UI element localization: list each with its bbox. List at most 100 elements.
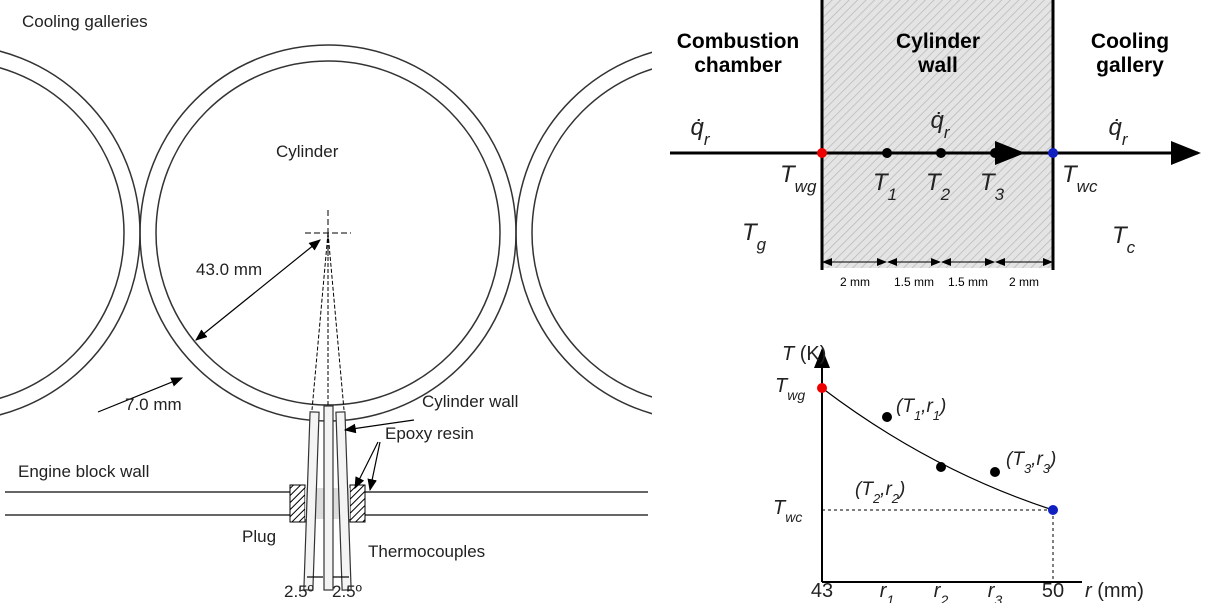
symbol-part: ) <box>1048 449 1056 470</box>
thermocouples <box>303 405 352 591</box>
symbol: q̇r <box>1108 114 1128 149</box>
symbol-part: (T <box>855 479 874 500</box>
symbol-part: 3 <box>994 592 1002 603</box>
symbol-part: c <box>1127 238 1136 257</box>
spacing-label: 1.5 mm <box>948 275 988 289</box>
wall <box>822 0 1053 268</box>
symbol-part: wc <box>1077 177 1098 196</box>
symbol-part: ,r <box>921 396 933 417</box>
symbol-part: ) <box>897 479 905 500</box>
region-title: Combustion <box>677 30 799 53</box>
symbol: T (K) <box>782 343 826 365</box>
symbol-part: wg <box>795 177 817 196</box>
symbol: (T1,r1) <box>896 396 946 423</box>
symbol: T1 <box>873 169 897 204</box>
label: Cylinder wall <box>422 392 518 411</box>
symbol: Tg <box>742 219 767 254</box>
plot-points <box>817 383 1058 515</box>
symbol-part: (K) <box>794 343 826 365</box>
symbol-part: T <box>980 169 997 196</box>
label: 43.0 mm <box>196 260 262 279</box>
symbol: T2 <box>926 169 951 204</box>
symbol-part: T <box>782 343 796 365</box>
symbol-part: r <box>1085 580 1093 602</box>
symbol-part: T <box>926 169 943 196</box>
symbol-part: 3 <box>995 185 1005 204</box>
symbol-part: 3 <box>1024 461 1032 476</box>
symbol: q̇r <box>930 107 950 142</box>
symbol-part: q̇ <box>690 114 704 141</box>
symbol-part: wc <box>785 509 802 525</box>
symbol-part: 1 <box>888 185 897 204</box>
label: Plug <box>242 527 276 546</box>
label: Cooling galleries <box>22 12 148 31</box>
symbol: Twg <box>775 375 805 403</box>
label: Thermocouples <box>368 542 485 561</box>
symbol-part: 50 <box>1042 580 1064 602</box>
symbol: Twc <box>1062 161 1098 196</box>
symbol-part: wg <box>787 387 805 403</box>
symbol-part: r <box>944 123 951 142</box>
symbol: (T2,r2) <box>855 479 905 506</box>
symbol-part: ) <box>938 396 946 417</box>
crosshair <box>305 210 351 411</box>
symbol-part: T <box>775 375 789 397</box>
symbol-part: T <box>1062 161 1079 188</box>
symbol-part: 2 <box>940 185 951 204</box>
region-title: Cylinder <box>896 30 980 53</box>
symbol-part: r <box>704 130 711 149</box>
region-title: wall <box>917 54 958 77</box>
spacing-label: 1.5 mm <box>894 275 934 289</box>
symbol-part: T <box>1112 222 1129 249</box>
symbol-part: ,r <box>880 479 892 500</box>
symbol-part: 2 <box>891 491 900 506</box>
region-title: chamber <box>694 54 782 77</box>
symbol-part: (T <box>896 396 915 417</box>
symbol-part: ,r <box>1031 449 1043 470</box>
symbol-part: (T <box>1006 449 1025 470</box>
symbol-part: 43 <box>811 580 833 602</box>
plot-axes <box>814 348 1082 583</box>
symbol: 50 <box>1042 580 1064 602</box>
dimensions <box>97 239 415 578</box>
symbol: r3 <box>988 580 1003 603</box>
label: 2.5º <box>332 582 362 601</box>
label: 2.5º <box>284 582 314 601</box>
symbol-part: r <box>1122 130 1129 149</box>
symbol-part: 1 <box>914 408 921 423</box>
spacing-label: 2 mm <box>840 275 870 289</box>
symbol-part: (mm) <box>1092 580 1144 602</box>
region-title: Cooling <box>1091 30 1169 53</box>
symbol: T3 <box>980 169 1005 204</box>
galleries <box>0 50 652 416</box>
symbol-part: 1 <box>886 592 894 603</box>
symbol-part: T <box>773 497 787 519</box>
symbol: Twg <box>780 161 817 196</box>
wall-lines <box>670 0 1201 270</box>
symbol: Tc <box>1112 222 1136 257</box>
symbol-part: q̇ <box>930 107 944 134</box>
label: Epoxy resin <box>385 424 474 443</box>
symbol: 43 <box>811 580 833 602</box>
symbol-part: 1 <box>933 408 940 423</box>
symbol-part: T <box>873 169 890 196</box>
symbol-part: T <box>780 161 797 188</box>
symbol-part: 2 <box>939 592 948 603</box>
label: Cylinder <box>276 142 339 161</box>
label: 7.0 mm <box>125 395 182 414</box>
symbol: Twc <box>773 497 802 525</box>
symbol-part: 2 <box>872 491 881 506</box>
label: Engine block wall <box>18 462 149 481</box>
region-title: gallery <box>1096 54 1164 77</box>
symbol: (T3,r3) <box>1006 449 1056 476</box>
symbol: r2 <box>934 580 949 603</box>
symbol: r (mm) <box>1085 580 1144 602</box>
symbol-part: r <box>988 580 996 602</box>
symbol-part: g <box>757 235 767 254</box>
symbol-part: r <box>880 580 888 602</box>
symbol: r1 <box>880 580 894 603</box>
symbol-part: r <box>934 580 942 602</box>
nodes <box>817 148 1058 158</box>
symbol-part: 3 <box>1043 461 1051 476</box>
